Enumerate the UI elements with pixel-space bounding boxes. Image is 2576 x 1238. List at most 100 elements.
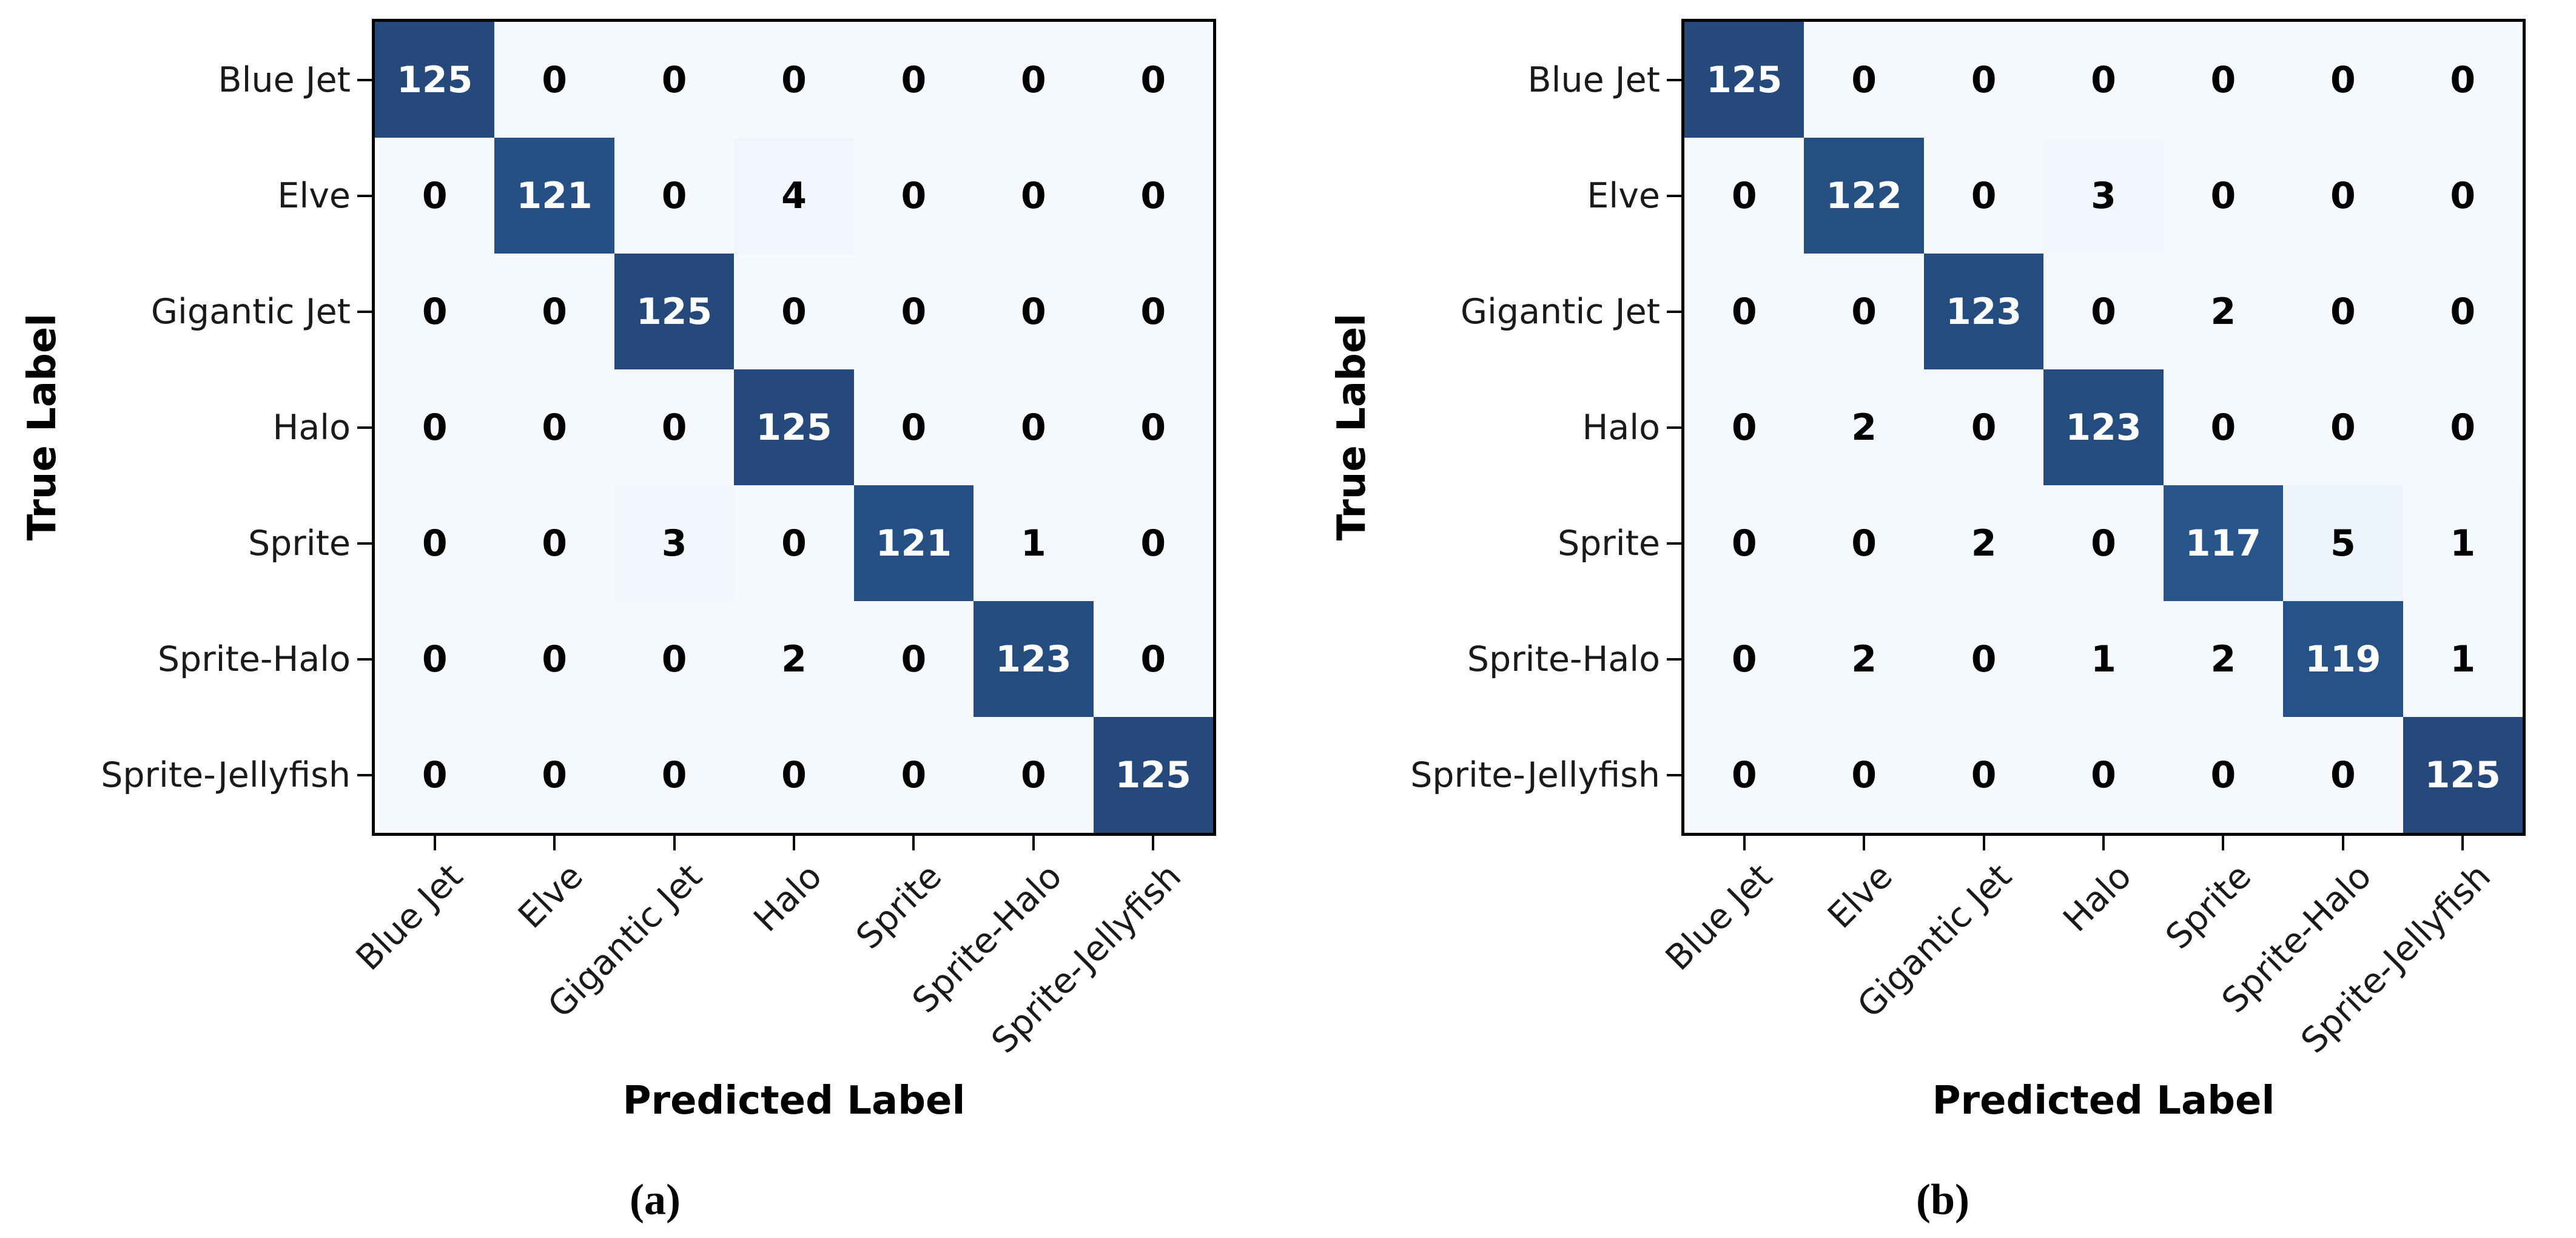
matrix-cell: 0 <box>974 138 1094 254</box>
x-tick-mark <box>912 836 915 850</box>
x-tick-label: Blue Jet <box>348 856 471 978</box>
matrix-cell: 0 <box>734 485 854 601</box>
matrix-cell: 0 <box>734 717 854 833</box>
matrix-cell: 4 <box>734 138 854 254</box>
y-tick-mark <box>357 194 372 197</box>
matrix-cell: 0 <box>974 717 1094 833</box>
matrix-cell: 123 <box>1923 254 2044 369</box>
y-tick-mark <box>1667 426 1681 429</box>
x-tick-label: Sprite <box>849 856 950 957</box>
y-tick-mark <box>1667 658 1681 661</box>
matrix-cell: 0 <box>974 369 1094 485</box>
x-tick-label: Elve <box>510 856 591 937</box>
matrix-cell: 0 <box>494 22 614 138</box>
matrix-cell: 0 <box>494 485 614 601</box>
x-tick-label: Halo <box>2056 856 2140 940</box>
matrix-cell: 0 <box>1093 601 1213 717</box>
matrix-cell: 0 <box>2403 138 2523 254</box>
matrix-cell: 2 <box>734 601 854 717</box>
y-tick-label: Halo <box>272 407 351 448</box>
y-tick-label: Sprite <box>1557 523 1660 563</box>
matrix-cell: 125 <box>1093 717 1213 833</box>
matrix-cell: 0 <box>494 601 614 717</box>
matrix-cell: 117 <box>2163 485 2284 601</box>
y-tick-mark <box>357 310 372 313</box>
y-tick-mark <box>357 658 372 661</box>
matrix-cell: 0 <box>2283 254 2403 369</box>
matrix-cell: 125 <box>734 369 854 485</box>
confusion-matrix-a: 125 0 0 0 0 0 0 0 121 0 4 0 0 0 0 0 125 0 0 0 0 0 0 0 125 0 0 0 0 0 3 0… <box>372 19 1216 836</box>
panel-a-caption: (a) <box>630 1175 681 1224</box>
matrix-cell: 0 <box>2163 138 2284 254</box>
y-tick-mark <box>1667 773 1681 776</box>
x-tick-mark <box>2461 836 2464 850</box>
matrix-cell: 0 <box>853 22 974 138</box>
matrix-cell: 0 <box>494 369 614 485</box>
matrix-cell: 0 <box>1093 485 1213 601</box>
y-tick-mark <box>1667 78 1681 81</box>
matrix-cell: 122 <box>1804 138 1924 254</box>
matrix-cell: 121 <box>494 138 614 254</box>
matrix-cell: 2 <box>2163 254 2284 369</box>
matrix-cell: 0 <box>1684 254 1804 369</box>
matrix-cell: 1 <box>2043 601 2164 717</box>
matrix-cell: 0 <box>974 22 1094 138</box>
matrix-cell: 0 <box>1684 485 1804 601</box>
matrix-cell: 0 <box>1684 601 1804 717</box>
y-tick-label: Gigantic Jet <box>150 291 351 332</box>
y-tick-mark <box>1667 542 1681 545</box>
matrix-cell: 0 <box>375 254 495 369</box>
matrix-cell: 0 <box>614 138 735 254</box>
matrix-cell: 0 <box>2043 717 2164 833</box>
matrix-cell: 123 <box>2043 369 2164 485</box>
matrix-cell: 0 <box>1804 717 1924 833</box>
matrix-cell: 0 <box>2283 369 2403 485</box>
y-tick-mark <box>357 426 372 429</box>
x-tick-mark <box>1743 836 1746 850</box>
matrix-cell: 0 <box>375 717 495 833</box>
x-tick-mark <box>2222 836 2225 850</box>
matrix-cell: 0 <box>853 601 974 717</box>
x-tick-mark <box>2102 836 2105 850</box>
matrix-cell: 0 <box>2043 22 2164 138</box>
matrix-cell: 0 <box>1923 138 2044 254</box>
panel-b-caption: (b) <box>1916 1175 1969 1224</box>
matrix-cell: 0 <box>853 138 974 254</box>
x-tick-mark <box>1863 836 1866 850</box>
confusion-matrix-b: 125 0 0 0 0 0 0 0 122 0 3 0 0 0 0 0 123 0 2 0 0 0 2 0 123 0 0 0 0 0 2 0… <box>1681 19 2526 836</box>
matrix-cell: 1 <box>2403 601 2523 717</box>
y-tick-label: Sprite-Halo <box>157 639 351 679</box>
matrix-cell: 0 <box>2163 717 2284 833</box>
x-tick-mark <box>433 836 436 850</box>
y-tick-label: Elve <box>1587 175 1660 216</box>
matrix-cell: 0 <box>1684 138 1804 254</box>
matrix-cell: 0 <box>2043 485 2164 601</box>
matrix-cell: 0 <box>2043 254 2164 369</box>
matrix-cell: 0 <box>614 601 735 717</box>
matrix-cell: 0 <box>2403 369 2523 485</box>
matrix-cell: 0 <box>2403 254 2523 369</box>
matrix-cell: 0 <box>853 369 974 485</box>
matrix-cell: 0 <box>974 254 1094 369</box>
matrix-cell: 0 <box>1804 22 1924 138</box>
matrix-cell: 0 <box>734 22 854 138</box>
matrix-cell: 121 <box>853 485 974 601</box>
y-tick-label: Blue Jet <box>218 59 351 100</box>
x-tick-label: Elve <box>1820 856 1900 937</box>
matrix-cell: 125 <box>614 254 735 369</box>
matrix-cell: 0 <box>853 254 974 369</box>
x-tick-mark <box>673 836 676 850</box>
x-tick-label: Halo <box>746 856 830 940</box>
matrix-cell: 0 <box>1093 138 1213 254</box>
matrix-cell: 2 <box>2163 601 2284 717</box>
matrix-cell: 0 <box>2403 22 2523 138</box>
matrix-cell: 0 <box>614 369 735 485</box>
y-tick-label: Halo <box>1582 407 1660 448</box>
matrix-cell: 0 <box>375 601 495 717</box>
matrix-cell: 0 <box>2283 138 2403 254</box>
matrix-cell: 0 <box>1093 369 1213 485</box>
panel-a-xlabel: Predicted Label <box>622 1078 966 1123</box>
matrix-cell: 0 <box>494 717 614 833</box>
x-tick-mark <box>1982 836 1985 850</box>
